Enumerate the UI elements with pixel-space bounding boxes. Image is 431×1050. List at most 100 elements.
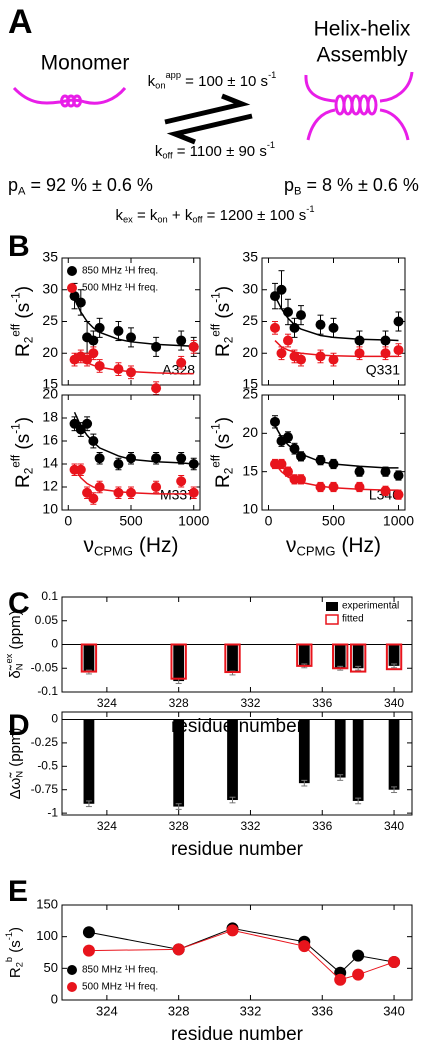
data-point [283, 432, 293, 443]
data-point [82, 354, 93, 365]
legend-label: 850 MHz ¹H freq. [82, 965, 158, 976]
text-part: ex [123, 215, 133, 225]
data-point [276, 348, 287, 359]
data-point [113, 487, 124, 498]
text-part: k [115, 207, 123, 224]
text-part: -1 [10, 292, 23, 302]
x-axis-label: νCPMG (Hz) [83, 534, 178, 559]
text-part: CPMG [296, 544, 335, 559]
data-point [296, 310, 306, 321]
x-tick-label: 332 [240, 819, 260, 833]
bar [388, 719, 400, 790]
text-part: (Hz) [336, 534, 382, 557]
y-tick-label: 20 [242, 344, 258, 360]
x-tick-label: 340 [383, 1003, 405, 1018]
error-bar [355, 665, 362, 671]
data-point [82, 926, 95, 939]
data-point [328, 482, 339, 492]
data-point [113, 459, 124, 469]
text-part: = 92 % ± 0.6 % [25, 175, 152, 195]
data-point [315, 351, 326, 362]
pb-text: pB = 8 % ± 0.6 % [284, 175, 419, 198]
error-bar [85, 800, 92, 808]
assembly-drawing [304, 71, 414, 141]
plot-frame [61, 904, 413, 1001]
bar [332, 643, 349, 670]
text-part: p [284, 175, 294, 195]
data-point [352, 949, 365, 962]
data-point [94, 322, 105, 333]
data-point [298, 940, 311, 953]
text-part: = k [133, 207, 158, 224]
text-part: = 8 % ± 0.6 % [301, 175, 418, 195]
data-point [296, 354, 306, 365]
data-point [126, 332, 136, 343]
text-part: (ppm) [7, 728, 24, 771]
y-tick-label: 16 [42, 432, 58, 448]
x-axis-label: νCPMG (Hz) [286, 534, 381, 559]
y-tick-label: 0 [51, 712, 58, 726]
text-part: (ppm) [7, 610, 24, 653]
text-part: b [4, 957, 14, 962]
bar [296, 643, 313, 667]
text-part: (s [213, 303, 234, 324]
x-tick-label: 500 [322, 513, 346, 529]
text-part: + k [168, 207, 193, 224]
data-point [75, 297, 86, 308]
text-part: R [213, 343, 234, 357]
text-part: 2 [23, 468, 36, 475]
data-point [289, 322, 300, 333]
x-tick-label: 1000 [383, 513, 414, 529]
text-part: (Hz) [133, 534, 179, 557]
y-tick-label: 14 [42, 455, 58, 471]
error-bar [391, 663, 398, 669]
data-point [176, 476, 187, 487]
text-part: off [162, 151, 173, 161]
text-part: ) [13, 286, 34, 292]
legend-marker [67, 283, 77, 293]
y-tick-label: 100 [36, 928, 58, 943]
panel-label: A [8, 3, 33, 41]
text-part: eff [10, 454, 23, 468]
x-tick-label: 500 [119, 513, 143, 529]
plot-frame [61, 711, 413, 816]
text-part: 2 [223, 337, 236, 344]
y-tick-label: 15 [42, 376, 58, 392]
text-part: app [166, 70, 182, 80]
data-point [276, 284, 287, 295]
text-part: -1 [306, 204, 314, 214]
data-point [315, 455, 326, 466]
text-part: eff [10, 323, 23, 337]
error-bar [175, 803, 182, 810]
legend-label: 850 MHz ¹H freq. [82, 266, 158, 277]
bar [298, 719, 310, 784]
data-point [270, 291, 280, 302]
y-axis-label: R2eff (s-1) [210, 417, 236, 488]
data-point [226, 924, 239, 937]
y-tick-label: 25 [242, 386, 258, 402]
text-part: -1 [4, 932, 14, 940]
bar [173, 719, 185, 807]
data-point [315, 482, 326, 492]
y-tick-label: 10 [242, 501, 258, 517]
annotation: M337 [160, 487, 195, 503]
x-tick-label: 340 [384, 819, 404, 833]
data-point [126, 487, 136, 498]
legend-label: 500 MHz ¹H freq. [82, 283, 158, 294]
error-bar [355, 797, 362, 805]
y-tick-label: 35 [42, 249, 58, 265]
data-point [151, 383, 162, 394]
text-part: R [13, 474, 34, 488]
text-part: 2 [223, 468, 236, 475]
text-part: R [213, 474, 234, 488]
y-tick-label: 0.05 [35, 613, 59, 627]
kon-text: konapp = 100 ± 10 s-1 [148, 70, 277, 91]
text-part: -1 [267, 140, 275, 150]
y-axis-label: Δω̃N (ppm) [7, 728, 25, 800]
legend-label: experimental [342, 601, 399, 612]
text-part: = 1100 ± 90 s [173, 143, 267, 160]
bar [227, 719, 238, 801]
text-part: R [7, 967, 24, 978]
bar [83, 644, 95, 673]
